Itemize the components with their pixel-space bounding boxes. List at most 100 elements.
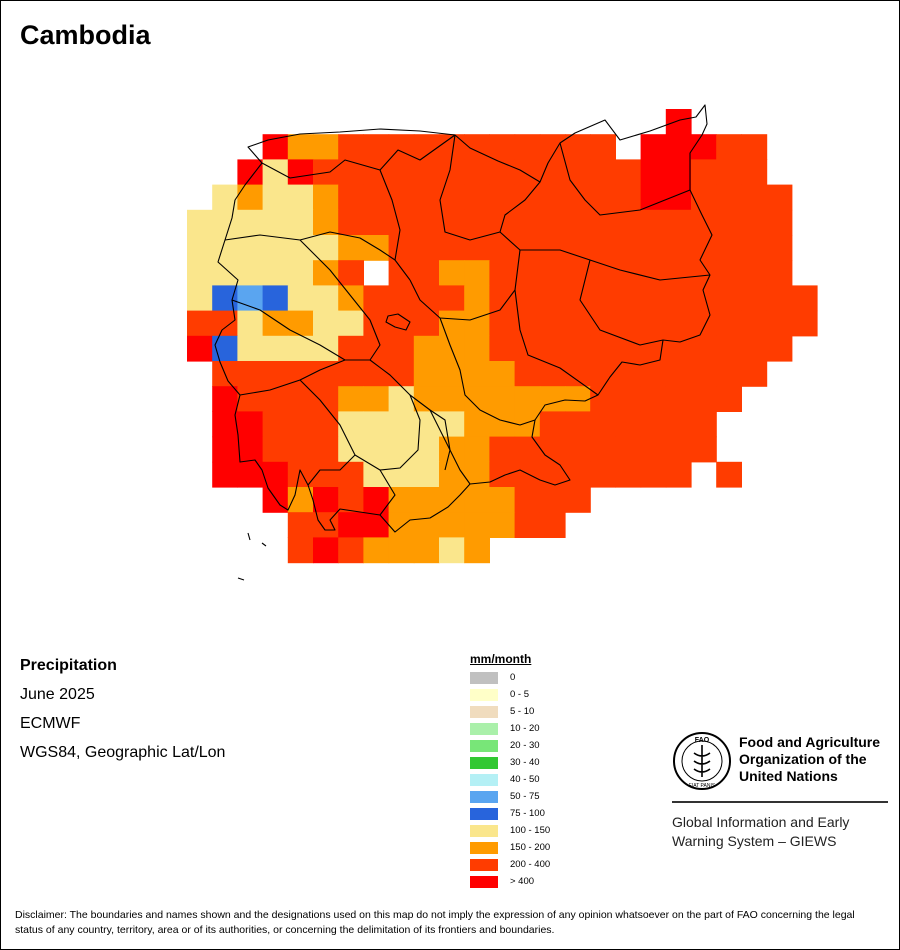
legend-swatch xyxy=(470,705,498,718)
raster-cell xyxy=(262,436,289,463)
legend-item: 10 - 20 xyxy=(470,720,550,737)
province-boundary xyxy=(439,317,536,426)
raster-cell xyxy=(640,461,667,488)
raster-cell xyxy=(439,487,465,513)
raster-cell xyxy=(237,260,264,286)
raster-cell xyxy=(665,159,692,186)
raster-cell xyxy=(262,184,289,211)
raster-cell xyxy=(741,310,768,337)
raster-cell xyxy=(439,209,465,236)
raster-cell xyxy=(262,335,289,362)
raster-cell xyxy=(489,436,516,463)
raster-cell xyxy=(363,461,390,488)
raster-cell xyxy=(514,361,541,387)
raster-cell xyxy=(640,361,667,387)
legend-item: > 400 xyxy=(470,873,550,890)
raster-cell xyxy=(413,361,440,387)
raster-cell xyxy=(640,134,667,160)
raster-cell xyxy=(691,335,717,362)
raster-cell xyxy=(489,310,516,337)
raster-cell xyxy=(640,235,667,261)
raster-cell xyxy=(489,411,516,438)
raster-cell xyxy=(338,235,364,261)
organization-name-line: Organization of the xyxy=(739,751,867,767)
giews-line: Global Information and Early xyxy=(672,814,850,830)
raster-cell xyxy=(615,436,642,463)
legend-swatch xyxy=(470,773,498,786)
raster-cell xyxy=(439,461,465,488)
raster-cell xyxy=(514,335,541,362)
raster-cell xyxy=(716,209,742,236)
raster-cell xyxy=(489,184,516,211)
raster-cell xyxy=(363,487,390,513)
raster-cell xyxy=(388,285,415,312)
raster-cell xyxy=(489,335,516,362)
raster-cell xyxy=(539,487,566,513)
legend-swatch xyxy=(470,824,498,837)
raster-cell xyxy=(539,386,566,412)
raster-cell xyxy=(590,235,616,261)
raster-cell xyxy=(237,184,264,211)
raster-cell xyxy=(766,285,793,312)
raster-cell xyxy=(640,184,667,211)
raster-cell xyxy=(514,461,541,488)
raster-cell xyxy=(388,537,415,564)
raster-cell xyxy=(363,411,390,438)
raster-cell xyxy=(187,285,213,312)
raster-cell xyxy=(590,436,616,463)
raster-cell xyxy=(539,260,566,286)
legend-swatch xyxy=(470,671,498,684)
raster-cell xyxy=(338,512,364,538)
raster-cell xyxy=(287,386,314,412)
raster-cell xyxy=(741,361,768,387)
coast-island xyxy=(237,532,267,581)
raster-cell xyxy=(338,184,364,211)
raster-cell xyxy=(212,260,238,286)
raster-cell xyxy=(489,159,516,186)
boundary-lines xyxy=(214,104,713,581)
raster-cell xyxy=(514,386,541,412)
organization-divider xyxy=(672,801,888,803)
raster-cell xyxy=(565,134,591,160)
raster-cell xyxy=(716,361,742,387)
raster-cell xyxy=(590,285,616,312)
raster-cell xyxy=(716,461,742,488)
raster-cell xyxy=(287,436,314,463)
raster-cell xyxy=(665,260,692,286)
legend-item: 50 - 75 xyxy=(470,788,550,805)
raster-cell xyxy=(338,335,364,362)
period-label: June 2025 xyxy=(20,686,95,703)
raster-cell xyxy=(388,159,415,186)
raster-cell xyxy=(716,134,742,160)
raster-cell xyxy=(615,209,642,236)
map-info: Precipitation June 2025 ECMWF WGS84, Geo… xyxy=(20,656,225,772)
raster-cell xyxy=(539,310,566,337)
raster-cell xyxy=(539,285,566,312)
raster-cell xyxy=(615,310,642,337)
raster-cell xyxy=(565,461,591,488)
raster-cell xyxy=(665,209,692,236)
raster-cell xyxy=(691,260,717,286)
raster-cell xyxy=(388,260,415,286)
raster-cell xyxy=(413,487,440,513)
raster-cell xyxy=(313,134,339,160)
raster-cell xyxy=(464,209,490,236)
legend-label: 0 xyxy=(510,672,516,683)
legend-swatch xyxy=(470,756,498,769)
raster-cell xyxy=(388,335,415,362)
raster-cell xyxy=(388,184,415,211)
raster-cell xyxy=(741,184,768,211)
raster-cell xyxy=(716,285,742,312)
province-boundary xyxy=(224,231,411,281)
raster-cell xyxy=(615,411,642,438)
raster-cell xyxy=(413,260,440,286)
raster-cell xyxy=(766,184,793,211)
raster-cell xyxy=(262,285,289,312)
raster-cell xyxy=(565,361,591,387)
raster-cell xyxy=(287,487,314,513)
raster-cell xyxy=(413,134,440,160)
legend-swatch xyxy=(470,875,498,888)
raster-cell xyxy=(615,335,642,362)
raster-cell xyxy=(388,361,415,387)
raster-cell xyxy=(665,386,692,412)
